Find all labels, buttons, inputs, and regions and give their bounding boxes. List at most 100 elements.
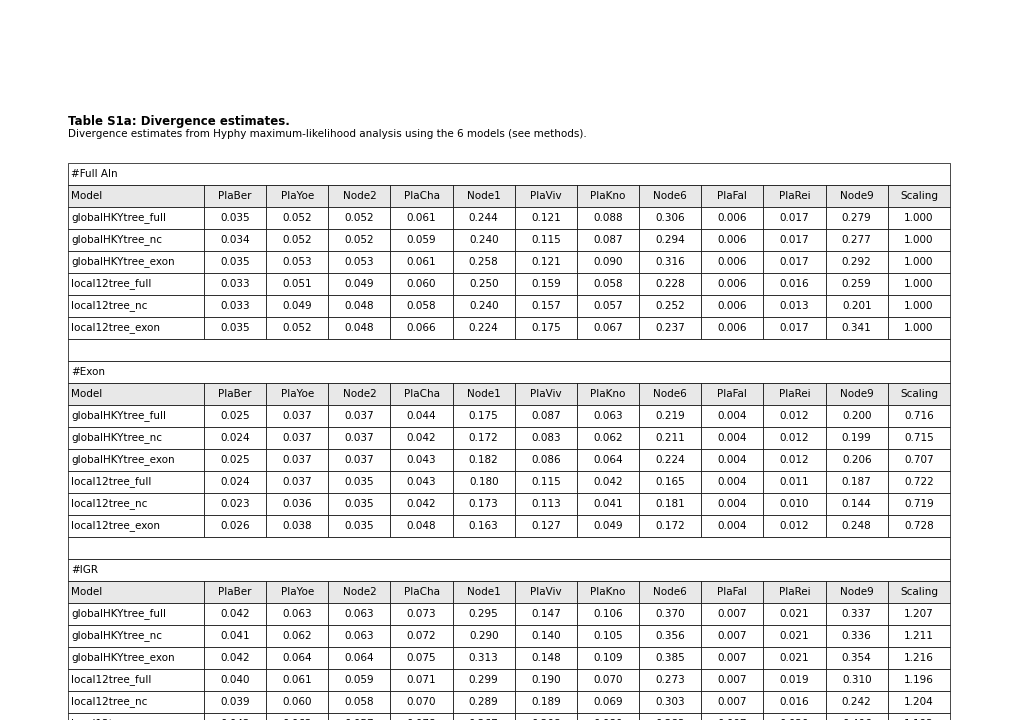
Text: local12tree_nc: local12tree_nc	[71, 498, 147, 510]
Text: 0.180: 0.180	[469, 477, 498, 487]
Text: 0.258: 0.258	[469, 257, 498, 267]
Text: Model: Model	[71, 389, 102, 399]
Text: 0.406: 0.406	[841, 719, 870, 720]
Bar	[204, 449, 266, 471]
Bar	[266, 317, 328, 339]
Bar	[328, 229, 390, 251]
Text: 0.004: 0.004	[717, 411, 747, 421]
Text: 0.035: 0.035	[344, 499, 374, 509]
Bar	[68, 383, 204, 405]
Bar	[639, 427, 701, 449]
Text: 0.109: 0.109	[593, 653, 623, 663]
Text: 0.052: 0.052	[344, 213, 374, 223]
Bar	[887, 603, 949, 625]
Bar	[515, 669, 577, 691]
Text: 0.007: 0.007	[717, 631, 747, 641]
Text: 0.037: 0.037	[344, 433, 374, 443]
Bar	[452, 273, 515, 295]
Text: 0.290: 0.290	[469, 631, 498, 641]
Text: 0.066: 0.066	[407, 323, 436, 333]
Text: 0.337: 0.337	[841, 609, 871, 619]
Bar	[577, 625, 639, 647]
Text: 1.000: 1.000	[903, 213, 932, 223]
Text: 0.057: 0.057	[593, 301, 623, 311]
Bar	[763, 207, 824, 229]
Bar	[701, 295, 763, 317]
Bar	[887, 383, 949, 405]
Bar	[701, 471, 763, 493]
Bar	[701, 669, 763, 691]
Bar	[266, 603, 328, 625]
Text: 0.038: 0.038	[282, 521, 312, 531]
Text: 0.080: 0.080	[593, 719, 623, 720]
Text: 1.192: 1.192	[903, 719, 933, 720]
Bar	[204, 207, 266, 229]
Bar	[701, 515, 763, 537]
Text: 0.356: 0.356	[655, 631, 685, 641]
Bar	[515, 647, 577, 669]
Text: 0.064: 0.064	[282, 653, 312, 663]
Text: Node6: Node6	[653, 389, 687, 399]
Text: 0.024: 0.024	[220, 433, 250, 443]
Bar	[328, 581, 390, 603]
Bar	[390, 251, 452, 273]
Bar	[763, 691, 824, 713]
Text: 0.083: 0.083	[531, 433, 560, 443]
Bar	[639, 207, 701, 229]
Bar	[68, 317, 204, 339]
Text: 0.289: 0.289	[469, 697, 498, 707]
Bar	[887, 691, 949, 713]
Bar	[68, 669, 204, 691]
Bar	[68, 361, 949, 383]
Text: Node2: Node2	[342, 587, 376, 597]
Bar	[701, 229, 763, 251]
Text: 0.086: 0.086	[531, 455, 560, 465]
Bar	[515, 273, 577, 295]
Bar	[577, 449, 639, 471]
Text: Node6: Node6	[653, 191, 687, 201]
Bar	[639, 273, 701, 295]
Text: 0.060: 0.060	[282, 697, 312, 707]
Text: 0.048: 0.048	[344, 301, 374, 311]
Text: 0.722: 0.722	[903, 477, 932, 487]
Text: 0.006: 0.006	[717, 257, 747, 267]
Text: 0.072: 0.072	[407, 631, 436, 641]
Text: PlaViv: PlaViv	[530, 191, 561, 201]
Bar	[328, 273, 390, 295]
Bar	[68, 251, 204, 273]
Text: 0.016: 0.016	[779, 697, 809, 707]
Bar	[515, 317, 577, 339]
Text: 0.058: 0.058	[344, 697, 374, 707]
Bar	[577, 185, 639, 207]
Text: 0.292: 0.292	[841, 257, 871, 267]
Text: 0.012: 0.012	[779, 433, 809, 443]
Bar	[515, 515, 577, 537]
Text: 0.189: 0.189	[531, 697, 560, 707]
Bar	[204, 405, 266, 427]
Bar	[452, 493, 515, 515]
Text: 0.310: 0.310	[841, 675, 870, 685]
Bar	[390, 273, 452, 295]
Bar	[390, 185, 452, 207]
Text: PlaYoe: PlaYoe	[280, 389, 314, 399]
Text: 0.039: 0.039	[220, 697, 250, 707]
Bar	[452, 427, 515, 449]
Bar	[577, 229, 639, 251]
Bar	[639, 713, 701, 720]
Bar	[266, 625, 328, 647]
Text: 1.000: 1.000	[903, 301, 932, 311]
Text: 1.000: 1.000	[903, 257, 932, 267]
Bar	[824, 449, 887, 471]
Text: 0.017: 0.017	[779, 257, 809, 267]
Text: 0.043: 0.043	[407, 455, 436, 465]
Bar	[887, 713, 949, 720]
Text: 0.219: 0.219	[655, 411, 685, 421]
Bar	[452, 713, 515, 720]
Bar	[266, 295, 328, 317]
Text: 0.049: 0.049	[593, 521, 623, 531]
Text: 0.004: 0.004	[717, 499, 747, 509]
Text: local12tree_exon: local12tree_exon	[71, 719, 160, 720]
Bar	[452, 669, 515, 691]
Bar	[390, 383, 452, 405]
Text: 0.061: 0.061	[407, 257, 436, 267]
